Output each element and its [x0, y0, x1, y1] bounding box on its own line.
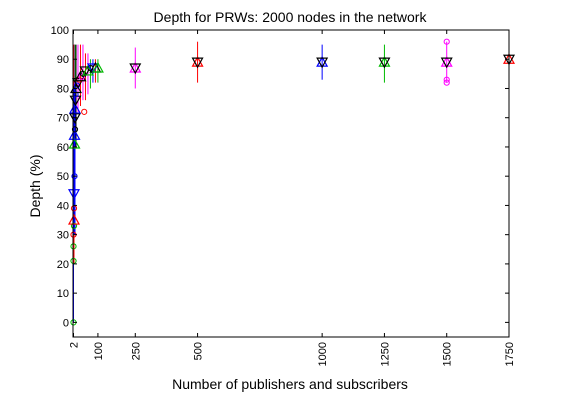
data-point-triangle-down [440, 57, 453, 69]
data-point-circle [81, 108, 88, 115]
y-tick-label: 90 [57, 54, 69, 66]
data-point-triangle-down [191, 57, 204, 69]
plot-frame [72, 29, 510, 338]
data-point-circle [443, 79, 450, 86]
data-point-triangle-up [67, 213, 81, 225]
y-tick-label: 30 [57, 230, 69, 242]
y-tick-label: 50 [57, 171, 69, 183]
y-tick-label: 80 [57, 83, 69, 95]
x-tick-label: 2 [68, 342, 80, 348]
x-tick-label: 1000 [317, 342, 329, 366]
y-tick-label: 0 [63, 317, 69, 329]
x-axis-ticks: 2 100 250 500 1000 1250 1500 1750 [68, 30, 516, 366]
y-tick-label: 40 [57, 200, 69, 212]
y-tick-label: 60 [57, 142, 69, 154]
x-tick-label: 250 [130, 342, 142, 360]
data-point-circle [71, 173, 78, 180]
data-point-triangle-down [129, 63, 142, 75]
y-tick-label: 10 [57, 288, 69, 300]
data-point-circle [443, 76, 450, 83]
data-point-triangle-down [79, 66, 92, 78]
x-tick-label: 1750 [504, 342, 516, 366]
data-point-circle [71, 126, 79, 133]
chart-title: Depth for PRWs: 2000 nodes in the networ… [154, 9, 428, 25]
data-point-circle [443, 38, 450, 45]
data-point-triangle-up [68, 129, 81, 140]
x-tick-label: 1500 [442, 342, 454, 366]
y-tick-label: 20 [57, 259, 69, 271]
x-tick-label: 500 [193, 342, 205, 360]
data-point-triangle-up [68, 137, 81, 149]
data-point-triangle-down [67, 189, 81, 200]
data-point-circle [70, 222, 78, 229]
y-axis-ticks: 0 10 20 30 40 50 60 70 80 90 100 [51, 25, 509, 329]
y-tick-label: 100 [51, 25, 69, 37]
data-point-triangle-down [68, 113, 82, 124]
x-tick-label: 100 [93, 342, 105, 360]
y-axis-label: Depth (%) [27, 154, 43, 217]
data-point-triangle-up [68, 102, 82, 114]
x-tick-label: 1250 [379, 342, 391, 366]
data-point-triangle-down [378, 57, 391, 69]
plot-area [67, 38, 516, 326]
data-point-triangle-down [71, 78, 85, 89]
data-point-triangle-down [316, 57, 329, 69]
y-tick-label: 70 [57, 113, 69, 125]
data-point-triangle-up [91, 61, 104, 73]
data-point-circle [78, 73, 85, 80]
x-axis-label: Number of publishers and subscribers [172, 376, 408, 392]
